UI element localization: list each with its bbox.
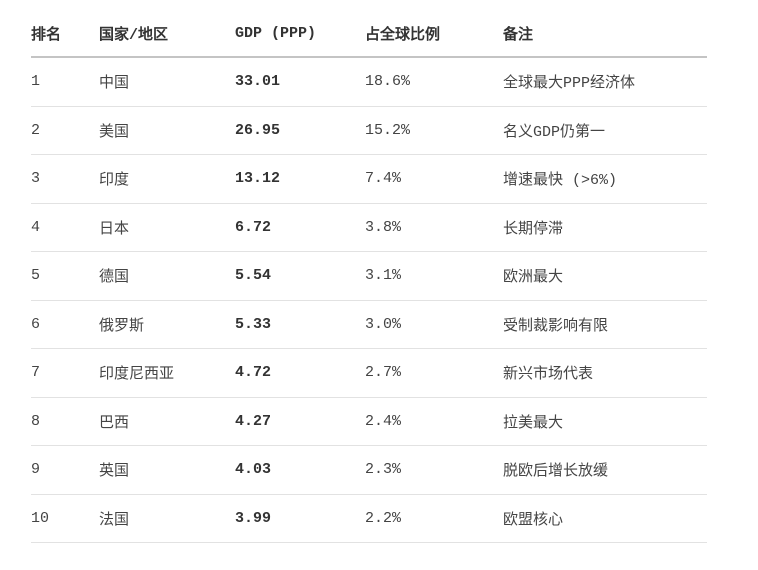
header-rank: 排名 [31, 10, 99, 58]
table-row: 2 美国 26.95 15.2% 名义GDP仍第一 [31, 106, 707, 155]
cell-notes: 增速最快 (>6%) [503, 154, 707, 204]
cell-gdp: 6.72 [235, 203, 365, 252]
cell-gdp: 33.01 [235, 57, 365, 107]
cell-share: 3.1% [365, 251, 503, 301]
cell-notes: 全球最大PPP经济体 [503, 57, 707, 107]
cell-rank: 10 [31, 494, 99, 543]
table-row: 4 日本 6.72 3.8% 长期停滞 [31, 203, 707, 252]
cell-notes: 欧洲最大 [503, 251, 707, 301]
cell-share: 2.4% [365, 397, 503, 446]
cell-gdp: 13.12 [235, 154, 365, 204]
cell-notes: 拉美最大 [503, 397, 707, 446]
table-row: 10 法国 3.99 2.2% 欧盟核心 [31, 494, 707, 543]
table-row: 3 印度 13.12 7.4% 增速最快 (>6%) [31, 154, 707, 204]
cell-notes: 受制裁影响有限 [503, 300, 707, 349]
cell-rank: 4 [31, 203, 99, 252]
cell-rank: 2 [31, 106, 99, 155]
cell-country: 印度尼西亚 [99, 348, 235, 398]
table-row: 1 中国 33.01 18.6% 全球最大PPP经济体 [31, 57, 707, 107]
cell-rank: 8 [31, 397, 99, 446]
table-row: 7 印度尼西亚 4.72 2.7% 新兴市场代表 [31, 348, 707, 398]
gdp-ranking-table: 排名 国家/地区 GDP (PPP) 占全球比例 备注 1 中国 33.01 18.6… [31, 10, 707, 543]
cell-rank: 3 [31, 154, 99, 204]
cell-country: 印度 [99, 154, 235, 204]
cell-gdp: 4.27 [235, 397, 365, 446]
cell-share: 3.8% [365, 203, 503, 252]
cell-country: 德国 [99, 251, 235, 301]
cell-notes: 新兴市场代表 [503, 348, 707, 398]
header-country: 国家/地区 [99, 10, 235, 58]
cell-share: 2.2% [365, 494, 503, 543]
cell-rank: 6 [31, 300, 99, 349]
cell-share: 15.2% [365, 106, 503, 155]
cell-share: 2.7% [365, 348, 503, 398]
table-row: 8 巴西 4.27 2.4% 拉美最大 [31, 397, 707, 446]
header-notes: 备注 [503, 10, 707, 58]
cell-gdp: 4.72 [235, 348, 365, 398]
cell-country: 日本 [99, 203, 235, 252]
cell-gdp: 3.99 [235, 494, 365, 543]
cell-share: 2.3% [365, 445, 503, 495]
header-gdp: GDP (PPP) [235, 10, 365, 58]
cell-country: 俄罗斯 [99, 300, 235, 349]
table-row: 6 俄罗斯 5.33 3.0% 受制裁影响有限 [31, 300, 707, 349]
header-share: 占全球比例 [365, 10, 503, 58]
cell-notes: 脱欧后增长放缓 [503, 445, 707, 495]
cell-rank: 5 [31, 251, 99, 301]
table-row: 5 德国 5.54 3.1% 欧洲最大 [31, 251, 707, 301]
cell-notes: 名义GDP仍第一 [503, 106, 707, 155]
cell-country: 中国 [99, 57, 235, 107]
cell-share: 3.0% [365, 300, 503, 349]
cell-share: 18.6% [365, 57, 503, 107]
cell-notes: 欧盟核心 [503, 494, 707, 543]
table-row: 9 英国 4.03 2.3% 脱欧后增长放缓 [31, 445, 707, 495]
cell-country: 法国 [99, 494, 235, 543]
cell-share: 7.4% [365, 154, 503, 204]
cell-rank: 9 [31, 445, 99, 495]
header-row: 排名 国家/地区 GDP (PPP) 占全球比例 备注 [31, 10, 707, 58]
cell-gdp: 5.54 [235, 251, 365, 301]
cell-rank: 7 [31, 348, 99, 398]
cell-country: 美国 [99, 106, 235, 155]
cell-gdp: 5.33 [235, 300, 365, 349]
cell-country: 英国 [99, 445, 235, 495]
cell-rank: 1 [31, 57, 99, 107]
cell-country: 巴西 [99, 397, 235, 446]
cell-gdp: 26.95 [235, 106, 365, 155]
cell-gdp: 4.03 [235, 445, 365, 495]
cell-notes: 长期停滞 [503, 203, 707, 252]
